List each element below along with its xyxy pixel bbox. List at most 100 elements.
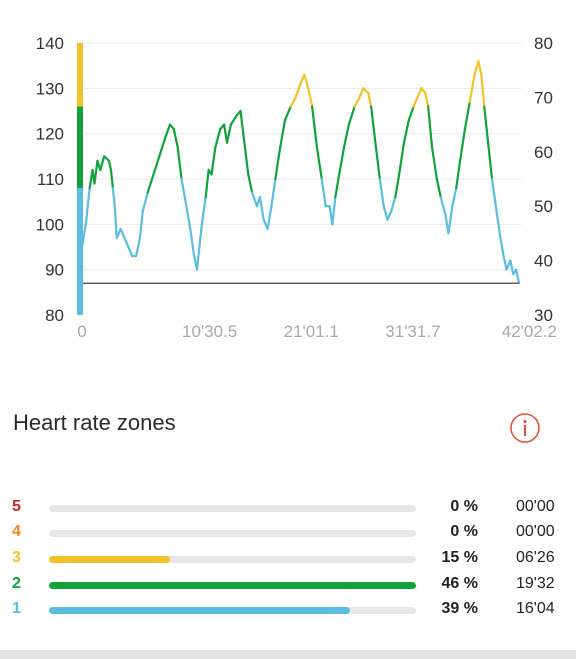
heart-rate-segment [176,146,183,181]
heart-rate-segment [515,268,521,285]
heart-rate-segment [477,60,483,76]
y-right-tick-label: 70 [534,88,553,107]
heart-rate-segment [172,128,179,149]
y-right-tick-label: 60 [534,143,553,162]
y-left-tick-label: 110 [37,170,64,189]
heart-rate-segment [279,118,287,149]
heart-rate-segment [200,196,207,226]
heart-rate-segment [266,205,273,230]
y-left-tick-label: 90 [45,261,64,280]
heart-rate-segment [115,227,122,240]
zone-percent: 46 % [441,575,478,592]
heart-rate-segment [382,205,389,221]
zone-time: 16'04 [516,600,555,617]
heart-rate-segment [374,146,381,181]
heart-rate-segment [138,209,144,240]
heart-rate-segment [473,60,480,76]
heart-rate-segment [416,87,423,99]
zone-progress-track [49,556,416,563]
heart-rate-segment [435,177,442,199]
heart-rate-segment [347,105,356,126]
heart-rate-segment [490,177,497,208]
heart-rate-segment [398,141,406,176]
x-tick-label: 42'02.2 [502,322,557,341]
heart-rate-segment [239,109,246,144]
heart-rate-segment [447,205,454,235]
heart-rate-segment [342,123,350,149]
heart-rate-segment [204,168,210,199]
heart-rate-segment [358,87,365,99]
zone-number: 5 [12,498,21,515]
zone-progress-fill [49,556,171,563]
heart-rate-segment [180,177,188,208]
heart-rate-segment [197,223,203,253]
heart-rate-segment [468,73,476,104]
heart-rate-segment [141,191,149,212]
heart-rate-segment [451,186,458,208]
y-right-tick-label: 80 [534,34,553,53]
heart-rate-segment [152,155,161,176]
heart-rate-segment [146,173,155,194]
x-tick-label: 10'30.5 [182,322,237,341]
zone-progress-fill [49,582,416,589]
heart-rate-segment [283,105,292,122]
zone-number: 1 [12,600,21,617]
zone-number: 4 [12,523,21,540]
heart-rate-segment [274,146,282,181]
heart-rate-segment [455,159,462,190]
zone-row-5: 5 0 % 00'00 [0,495,576,521]
y-axis-right: 80 70 60 50 40 30 [534,34,553,325]
zone-bar-segment [77,43,83,107]
y-right-tick-label: 30 [534,306,553,325]
zone-number: 2 [12,575,21,592]
heart-rate-segment [334,173,341,199]
heart-rate-segment [458,128,467,162]
heart-rate-segment [369,105,378,149]
heart-rate-segment [225,123,232,144]
heart-rate-segment [195,250,201,271]
x-tick-label: 31'31.7 [385,322,440,341]
heart-rate-chart: 140 130 120 110 100 90 80 80 70 60 50 40 30 0 10'30.… [36,34,557,341]
heart-rate-segment [185,205,192,230]
heart-rate-segment [134,236,142,258]
y-left-tick-label: 140 [36,34,64,53]
heart-rate-line [80,60,521,285]
chart-grid [80,42,521,271]
y-left-tick-label: 120 [36,125,64,144]
heart-rate-segment [483,105,490,144]
zone-color-bar [77,43,83,315]
y-left-tick-label: 130 [36,79,64,98]
heart-rate-segment [407,105,415,122]
heart-rate-segment [270,177,277,208]
heart-rate-segment [119,227,128,244]
heart-rate-segment [303,73,310,90]
heart-rate-segment [229,114,238,126]
heart-rate-segment [222,123,229,144]
heart-rate-segment [509,259,515,276]
x-axis: 0 10'30.5 21'01.1 31'31.7 42'02.2 [77,322,557,341]
heart-rate-segment [412,96,419,108]
zone-bar-segment [77,106,83,189]
heart-rate-segment [424,91,430,108]
info-icon[interactable] [509,412,541,444]
heart-rate-segment [103,155,111,162]
zone-time: 19'32 [516,575,555,592]
zone-bar-segment [77,188,83,315]
y-axis-left: 140 130 120 110 100 90 80 [36,34,64,325]
zone-time: 00'00 [516,498,555,515]
zone-row-4: 4 0 % 00'00 [0,520,576,546]
zone-progress-track [49,530,416,537]
heart-rate-segment [502,254,508,271]
heart-rate-segment [251,191,259,208]
heart-rate-segment [107,159,113,172]
heart-rate-segment [210,146,217,176]
heart-rate-segment [111,186,116,208]
heart-rate-segment [367,91,373,108]
heart-rate-segment [439,196,447,217]
heart-rate-segment [394,173,401,199]
heart-rate-segment [109,168,114,190]
heart-rate-segment [214,128,222,149]
zones-title: Heart rate zones [13,410,176,435]
zone-progress-track [49,505,416,512]
y-right-tick-label: 50 [534,197,553,216]
